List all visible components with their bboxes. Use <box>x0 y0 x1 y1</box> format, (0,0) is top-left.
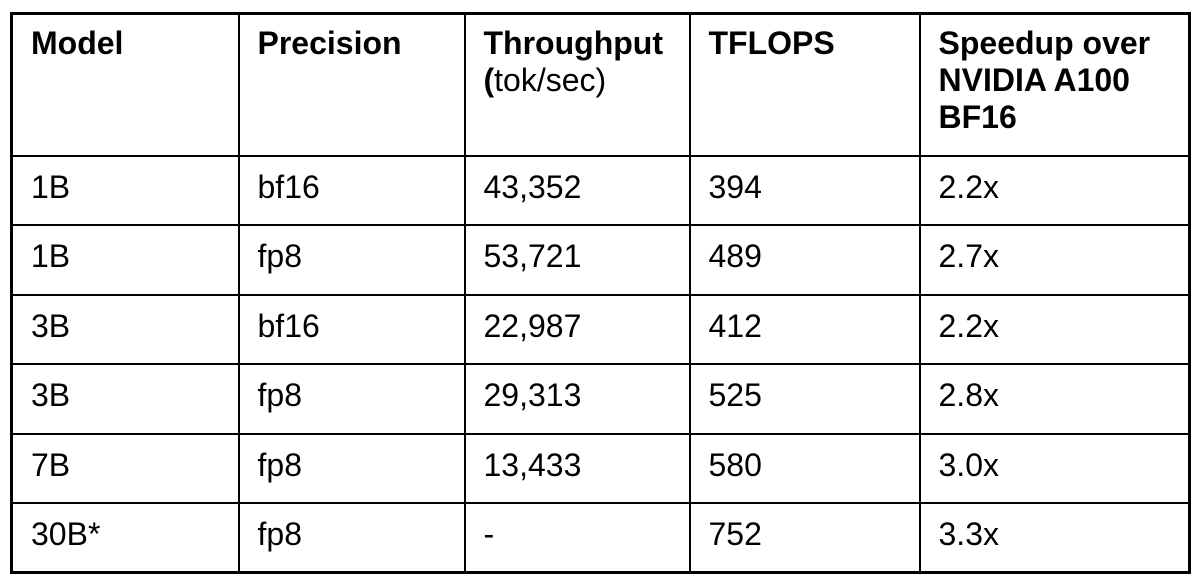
col-header-speedup: Speedup over NVIDIA A100 BF16 <box>918 12 1191 157</box>
header-row: Model Precision Throughput (tok/sec) TFL… <box>10 12 1191 157</box>
cell-model: 1B <box>10 154 240 226</box>
cell-precision: fp8 <box>237 432 466 504</box>
cell-throughput: 43,352 <box>463 154 691 226</box>
benchmark-table: Model Precision Throughput (tok/sec) TFL… <box>10 12 1191 574</box>
col-header-model: Model <box>10 12 240 157</box>
table-row: 7B fp8 13,433 580 3.0x <box>10 432 1191 504</box>
table-row: 3B fp8 29,313 525 2.8x <box>10 363 1191 435</box>
cell-tflops: 394 <box>688 154 921 226</box>
cell-precision: fp8 <box>237 224 466 296</box>
table-row: 3B bf16 22,987 412 2.2x <box>10 293 1191 365</box>
table-row: 1B bf16 43,352 394 2.2x <box>10 154 1191 226</box>
cell-speedup: 2.2x <box>918 293 1191 365</box>
cell-model: 1B <box>10 224 240 296</box>
cell-model: 30B* <box>10 502 240 574</box>
cell-speedup: 2.8x <box>918 363 1191 435</box>
col-header-throughput-line1: Throughput <box>483 25 663 61</box>
cell-throughput: 22,987 <box>463 293 691 365</box>
cell-precision: bf16 <box>237 154 466 226</box>
col-header-throughput-line2: (tok/sec) <box>484 62 681 99</box>
cell-throughput: 13,433 <box>463 432 691 504</box>
cell-throughput: - <box>463 502 691 574</box>
cell-tflops: 412 <box>688 293 921 365</box>
cell-throughput: 53,721 <box>463 224 691 296</box>
cell-speedup: 3.3x <box>918 502 1191 574</box>
cell-precision: bf16 <box>237 293 466 365</box>
col-header-throughput-units: tok/sec) <box>494 61 607 98</box>
col-header-throughput-paren: ( <box>483 61 495 98</box>
cell-model: 3B <box>10 363 240 435</box>
cell-speedup: 2.2x <box>918 154 1191 226</box>
col-header-precision: Precision <box>237 12 466 157</box>
cell-precision: fp8 <box>237 363 466 435</box>
cell-throughput: 29,313 <box>463 363 691 435</box>
cell-model: 3B <box>10 293 240 365</box>
col-header-throughput: Throughput (tok/sec) <box>463 12 691 157</box>
cell-speedup: 3.0x <box>918 432 1191 504</box>
table-row: 1B fp8 53,721 489 2.7x <box>10 224 1191 296</box>
cell-precision: fp8 <box>237 502 466 574</box>
cell-tflops: 752 <box>688 502 921 574</box>
cell-tflops: 525 <box>688 363 921 435</box>
cell-model: 7B <box>10 432 240 504</box>
cell-tflops: 489 <box>688 224 921 296</box>
col-header-tflops: TFLOPS <box>688 12 921 157</box>
table-row: 30B* fp8 - 752 3.3x <box>10 502 1191 574</box>
cell-speedup: 2.7x <box>918 224 1191 296</box>
cell-tflops: 580 <box>688 432 921 504</box>
